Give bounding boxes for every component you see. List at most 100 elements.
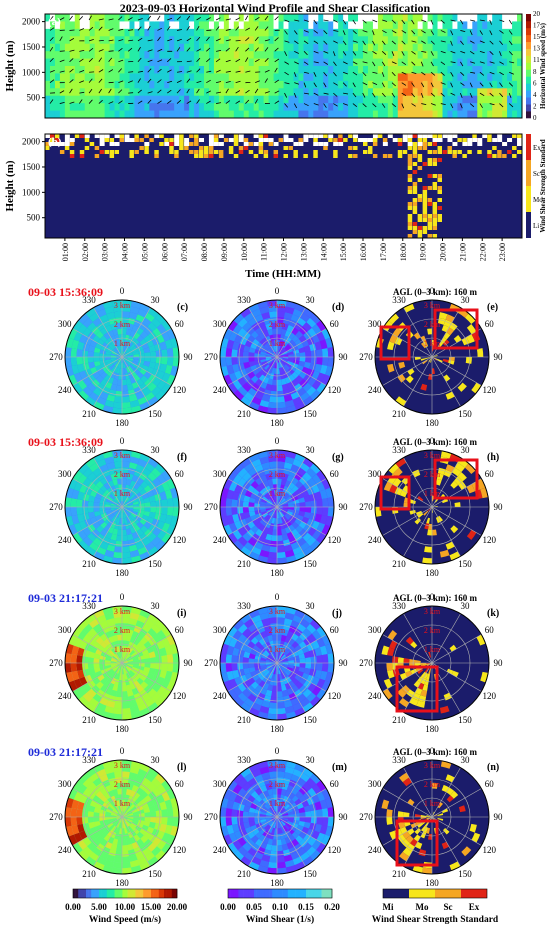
range-label: 1 km — [114, 489, 131, 498]
ppi-row: 09-03 21:17:21 3 km 2 km 1 km 0 30 60 90 120 150 1… — [28, 591, 503, 734]
azimuth-label: 0 — [120, 286, 125, 296]
azimuth-label: 0 — [120, 436, 125, 446]
ppi-panel-label: (j) — [332, 608, 342, 619]
ppi-panel-shear: 3 km 2 km 1 km 0 30 60 90 120 150 180 210 240 270 300… — [204, 436, 348, 578]
azimuth-label: 210 — [82, 869, 96, 879]
azimuth-label: 180 — [270, 878, 284, 888]
ppi-panel-speed: 3 km 2 km 1 km 0 30 60 90 120 150 180 210 240 270 300… — [49, 746, 193, 888]
azimuth-label: 90 — [494, 502, 504, 512]
ppi-panel-shear: 3 km 2 km 1 km 0 30 60 90 120 150 180 210 240 270 300… — [204, 746, 348, 888]
range-label: 2 km — [114, 626, 131, 635]
ppi-row: 09-03 21:17:21 3 km 2 km 1 km 0 30 60 90 120 150 1… — [28, 745, 503, 888]
azimuth-label: 270 — [49, 812, 63, 822]
ppi-outline — [64, 605, 180, 721]
ytick-label: 1000 — [22, 187, 41, 197]
azimuth-label: 270 — [359, 658, 373, 668]
cbar-tick-label: Mo — [533, 196, 543, 204]
range-label: 2 km — [269, 780, 286, 789]
range-label: 3 km — [269, 301, 286, 310]
azimuth-label: 240 — [213, 385, 227, 395]
azimuth-label: 150 — [148, 559, 162, 569]
azimuth-label: 150 — [458, 715, 472, 725]
azimuth-label: 330 — [392, 295, 406, 305]
azimuth-label: 330 — [392, 755, 406, 765]
ppi-panel-shear: 3 km 2 km 1 km 0 30 60 90 120 150 180 210 240 270 300… — [204, 592, 348, 734]
ppi-time-label: 09-03 15:36:09 — [28, 285, 103, 299]
range-label: 2 km — [114, 780, 131, 789]
colorbar-tick-label: Mi — [383, 902, 394, 912]
azimuth-label: 0 — [275, 746, 280, 756]
colorbar-shear: 0.00 0.05 0.10 0.15 0.20 Wind Shear (1/s) — [220, 888, 340, 925]
xtick-label: 07:00 — [180, 243, 189, 261]
azimuth-label: 30 — [461, 755, 471, 765]
range-label: 3 km — [114, 451, 131, 460]
colorbar-tick-label: 20.00 — [167, 902, 188, 912]
azimuth-label: 300 — [58, 779, 72, 789]
cbar-tick-label: Sc — [533, 170, 540, 178]
range-label: 3 km — [269, 761, 286, 770]
colorbar-label: Wind Speed (m/s) — [89, 914, 161, 925]
azimuth-label: 330 — [237, 445, 251, 455]
range-label: 2 km — [269, 626, 286, 635]
azimuth-label: 240 — [58, 691, 72, 701]
azimuth-label: 90 — [339, 658, 349, 668]
ytick-label: 500 — [27, 93, 41, 103]
range-label: 3 km — [114, 607, 131, 616]
xtick-label: 10:00 — [240, 243, 249, 261]
speed-colorbar-vertical: 0 2 4 6 8 11 13 15 17 20 — [526, 10, 541, 122]
ppi-outline — [64, 449, 180, 565]
panel-b-label: (b) — [48, 136, 62, 148]
ppi-panel-label: (k) — [487, 608, 499, 619]
azimuth-label: 60 — [175, 319, 185, 329]
ppi-panel-class: 3 km 2 km 1 km 0 30 60 90 120 150 180 210 240 270 300… — [359, 746, 503, 888]
azimuth-label: 270 — [49, 352, 63, 362]
ppi-panel-shear: 3 km 2 km 1 km 0 30 60 90 120 150 180 210 240 270 300… — [204, 286, 348, 428]
ppi-panel-speed: 3 km 2 km 1 km 0 30 60 90 120 150 180 210 240 270 300… — [49, 286, 193, 428]
colorbar-tick-label: 0.00 — [220, 902, 236, 912]
azimuth-label: 150 — [458, 409, 472, 419]
agl-label: AGL (0–3 km): 160 m — [393, 747, 478, 757]
range-label: 2 km — [424, 780, 441, 789]
range-label: 1 km — [269, 489, 286, 498]
ppi-outline — [219, 299, 335, 415]
azimuth-label: 30 — [306, 755, 316, 765]
ppi-outline — [64, 759, 180, 875]
range-label: 2 km — [424, 320, 441, 329]
azimuth-label: 0 — [430, 286, 435, 296]
range-label: 1 km — [269, 339, 286, 348]
azimuth-label: 270 — [49, 658, 63, 668]
panel-a-yticks: 500 1000 1500 2000 — [22, 17, 45, 103]
panel-b-cbar-title: Wind Shear Strength Standard — [539, 139, 547, 232]
azimuth-label: 210 — [392, 559, 406, 569]
ppi-panel-label: (m) — [332, 762, 347, 773]
azimuth-label: 60 — [175, 625, 185, 635]
ppi-panel-speed: 3 km 2 km 1 km 0 30 60 90 120 150 180 210 240 270 300… — [49, 592, 193, 734]
azimuth-label: 240 — [368, 535, 382, 545]
azimuth-label: 30 — [461, 445, 471, 455]
azimuth-label: 30 — [151, 601, 161, 611]
ppi-row: 09-03 15:36:09 3 km 2 km 1 km 0 30 60 90 120 150 1… — [28, 435, 503, 578]
xtick-label: 16:00 — [359, 243, 368, 261]
azimuth-label: 30 — [151, 755, 161, 765]
azimuth-label: 330 — [82, 601, 96, 611]
azimuth-label: 120 — [172, 385, 186, 395]
azimuth-label: 120 — [482, 535, 496, 545]
azimuth-label: 270 — [359, 502, 373, 512]
ppi-row: 09-03 15:36:09 3 km 2 km 1 km 0 30 60 90 120 150 1… — [28, 285, 503, 428]
cbar-tick-label: 4 — [533, 91, 537, 99]
ppi-panel-label: (i) — [177, 608, 186, 619]
ppi-panel-class: 3 km 2 km 1 km 0 30 60 90 120 150 180 210 240 270 300… — [359, 592, 503, 734]
azimuth-label: 60 — [485, 625, 495, 635]
ppi-panels: 09-03 15:36:09 3 km 2 km 1 km 0 30 60 90 120 150 1… — [28, 285, 503, 888]
azimuth-label: 0 — [275, 436, 280, 446]
highlight-box — [433, 458, 479, 500]
azimuth-label: 210 — [82, 559, 96, 569]
xtick-label: 12:00 — [280, 243, 289, 261]
shear-class-heatmap — [45, 134, 522, 238]
azimuth-label: 60 — [330, 469, 340, 479]
range-label: 1 km — [424, 489, 441, 498]
ppi-outline — [219, 605, 335, 721]
azimuth-label: 300 — [368, 319, 382, 329]
azimuth-label: 330 — [82, 445, 96, 455]
